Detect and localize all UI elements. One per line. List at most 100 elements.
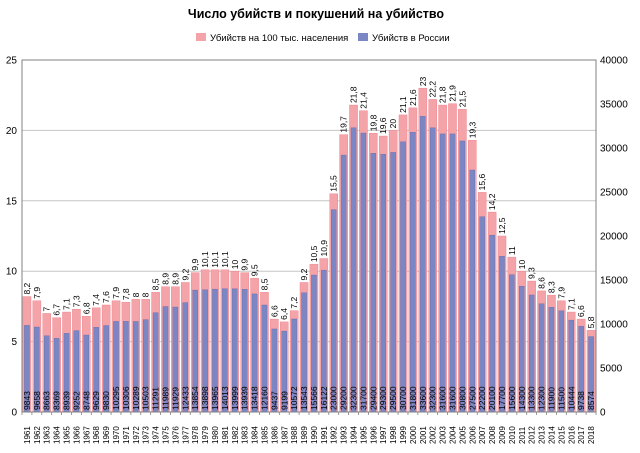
x-tick-label: 2004 (449, 426, 458, 444)
count-data-label: 27500 (467, 386, 477, 410)
count-data-label: 29500 (388, 386, 398, 410)
x-tick-label: 1963 (43, 426, 52, 444)
x-tick-label: 2017 (577, 426, 586, 444)
legend-label-count: Убийств в России (372, 33, 450, 44)
x-tick-label: 2000 (409, 426, 418, 444)
rate-data-label: 19,8 (368, 114, 378, 131)
rate-data-label: 22,2 (428, 81, 438, 98)
rate-data-label: 10,1 (210, 251, 220, 268)
count-data-label: 12160 (259, 386, 269, 410)
count-data-label: 8369 (52, 391, 62, 410)
rate-data-label: 23 (418, 76, 428, 86)
x-tick-label: 1964 (53, 426, 62, 444)
rate-data-label: 15,5 (329, 175, 339, 192)
count-data-label: 13965 (210, 386, 220, 410)
count-data-label: 9830 (101, 391, 111, 410)
chart-legend: Убийств на 100 тыс. населения Убийств в … (196, 33, 450, 44)
rate-data-label: 8,9 (161, 273, 171, 285)
rate-data-label: 8 (141, 292, 151, 297)
rate-data-label: 20 (388, 119, 398, 129)
x-tick-label: 1986 (270, 426, 279, 444)
rate-data-label: 7,3 (71, 295, 81, 307)
rate-data-label: 21,6 (408, 89, 418, 106)
bar-count (400, 141, 406, 413)
x-tick-label: 2014 (547, 426, 556, 444)
bar-count (439, 133, 446, 413)
count-data-label: 33600 (418, 386, 428, 410)
count-data-label: 13543 (299, 386, 309, 410)
rate-data-label: 9,9 (240, 259, 250, 271)
x-tick-label: 2018 (587, 426, 596, 444)
rate-data-label: 7,2 (289, 297, 299, 309)
count-data-label: 10444 (566, 386, 576, 410)
count-data-label: 12300 (537, 386, 547, 410)
count-data-label: 9199 (279, 391, 289, 410)
count-data-label: 14013 (220, 386, 230, 410)
rate-data-label: 7,6 (101, 291, 111, 303)
right-tick-label: 10000 (600, 320, 628, 331)
rate-data-label: 14,2 (487, 193, 497, 210)
rate-data-label: 10,9 (319, 240, 329, 257)
rate-data-label: 9,2 (180, 268, 190, 280)
x-tick-label: 1973 (142, 426, 151, 444)
rate-data-label: 7,9 (556, 287, 566, 299)
x-tick-label: 2008 (488, 426, 497, 444)
count-data-label: 8663 (42, 391, 52, 410)
rate-data-label: 21,8 (349, 86, 359, 103)
count-data-label: 11989 (161, 387, 171, 410)
count-data-label: 17700 (497, 386, 507, 410)
x-tick-label: 1988 (290, 426, 299, 444)
rate-data-label: 21,1 (398, 96, 408, 113)
rate-data-label: 8,9 (170, 273, 180, 285)
x-tick-label: 2007 (478, 426, 487, 444)
count-data-label: 29200 (339, 386, 349, 410)
x-tick-label: 1969 (102, 426, 111, 444)
rate-data-label: 6,4 (279, 308, 289, 320)
x-tick-label: 1966 (72, 426, 81, 444)
count-data-label: 30700 (398, 386, 408, 410)
bar-count (459, 140, 466, 413)
count-data-label: 31600 (448, 386, 458, 410)
x-tick-label: 1990 (310, 426, 319, 444)
count-data-label: 13939 (240, 386, 250, 410)
x-tick-label: 1997 (379, 426, 388, 444)
rate-data-label: 8,3 (546, 281, 556, 293)
x-tick-label: 1970 (112, 426, 121, 444)
bar-count (429, 127, 436, 413)
rate-data-label: 6,7 (52, 304, 62, 316)
count-data-label: 29300 (378, 386, 388, 410)
legend-swatch-count (358, 33, 368, 41)
count-data-label: 9843 (22, 391, 32, 410)
count-data-label: 9437 (269, 391, 279, 410)
legend-label-rate: Убийств на 100 тыс. населения (210, 33, 348, 44)
bar-count (420, 116, 426, 413)
bar-count (410, 132, 416, 413)
x-axis-labels: 1961 1962 1963 1964 1965 1966 1967 1968 1969 1970… (23, 426, 596, 444)
count-data-label: 13300 (527, 386, 537, 410)
x-tick-label: 1968 (92, 426, 101, 444)
frame-layer (21, 59, 597, 415)
x-tick-label: 2011 (518, 426, 527, 444)
count-data-label: 9629 (91, 391, 101, 410)
x-tick-label: 1971 (122, 426, 131, 444)
count-data-label: 11900 (546, 387, 556, 410)
rate-data-label: 19,7 (339, 116, 349, 133)
left-tick-label: 10 (6, 267, 18, 278)
count-data-label: 14300 (517, 386, 527, 410)
x-tick-label: 1981 (221, 426, 230, 444)
count-data-label: 30800 (457, 386, 467, 410)
count-data-label: 9738 (576, 391, 586, 410)
x-tick-label: 1961 (23, 426, 32, 444)
left-tick-label: 0 (11, 408, 17, 419)
count-data-label: 23000 (329, 386, 339, 410)
rate-data-label: 6,6 (269, 305, 279, 317)
count-data-label: 22200 (477, 386, 487, 410)
count-data-label: 10306 (121, 386, 131, 410)
x-tick-label: 2015 (557, 426, 566, 444)
rate-data-label: 9,9 (190, 259, 200, 271)
count-data-label: 8748 (81, 391, 91, 410)
count-data-label: 15566 (309, 386, 319, 410)
left-axis-ticks: 0 5 10 15 20 25 (6, 56, 18, 419)
count-data-label: 13898 (200, 386, 210, 410)
